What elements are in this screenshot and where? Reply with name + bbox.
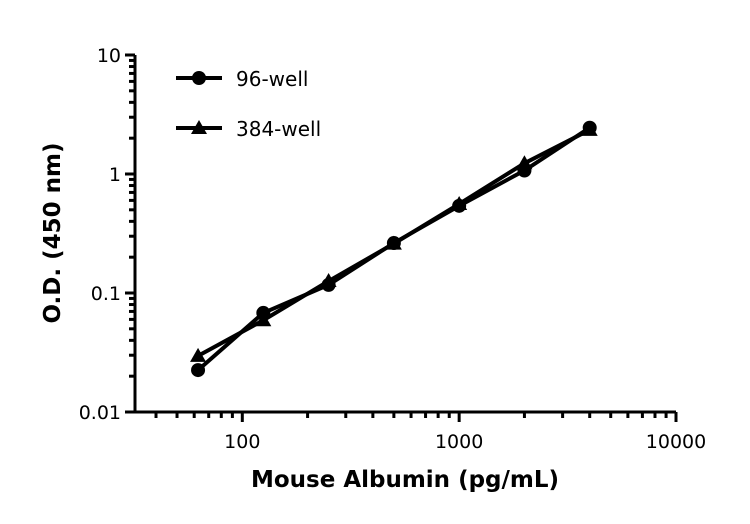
x-tick-label: 1000 xyxy=(435,431,483,453)
y-tick-label: 10 xyxy=(97,45,121,67)
data-point-384-well xyxy=(255,312,272,327)
data-point-384-well xyxy=(190,347,207,362)
legend-label: 384-well xyxy=(236,117,321,141)
data-point-384-well xyxy=(516,155,533,170)
y-tick-label: 0.01 xyxy=(79,402,121,424)
data-point-96-well xyxy=(191,363,206,378)
y-tick-label: 0.1 xyxy=(91,283,121,305)
x-tick-label: 10000 xyxy=(646,431,706,453)
legend-marker-triangle-icon xyxy=(191,120,207,134)
data-point-384-well xyxy=(385,235,402,250)
data-point-384-well xyxy=(320,273,337,288)
legend-label: 96-well xyxy=(236,67,308,91)
x-tick-label: 100 xyxy=(224,431,260,453)
x-axis-label: Mouse Albumin (pg/mL) xyxy=(251,467,559,493)
data-point-384-well xyxy=(451,195,468,210)
y-axis-label: O.D. (450 nm) xyxy=(40,142,66,323)
y-tick-label: 1 xyxy=(109,164,121,186)
data-point-384-well xyxy=(581,121,598,136)
legend-marker-circle-icon xyxy=(192,71,206,85)
